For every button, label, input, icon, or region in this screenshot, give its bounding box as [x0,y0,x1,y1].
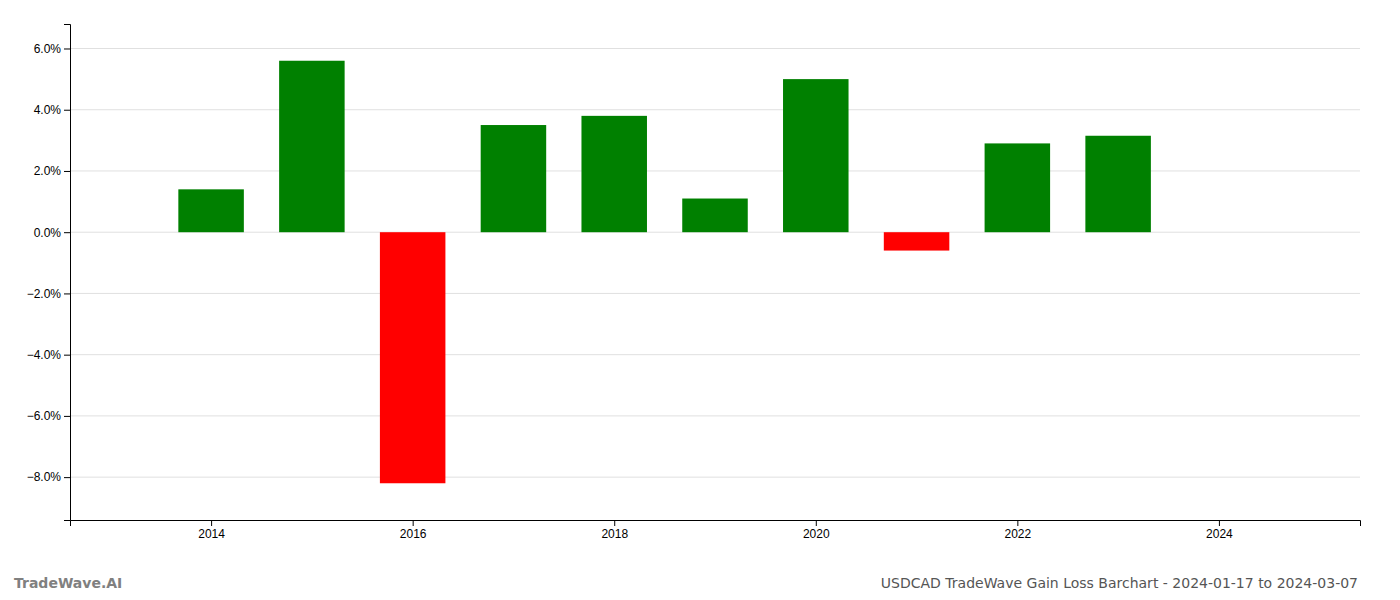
x-tick-label: 2024 [1206,527,1233,541]
y-tick-mark [64,232,70,233]
x-tick-label: 2018 [601,527,628,541]
y-axis: 6.0% 4.0% 2.0% 0.0% −2.0% −4.0% −6.0% −8.0% [27,25,71,521]
y-tick-mark [64,477,70,478]
y-tick-label: −4.0% [27,348,62,362]
y-tick-label: 2.0% [34,164,62,178]
grid-line [70,293,1360,294]
x-axis: 2014 2016 2018 2020 2022 2024 [71,520,1361,541]
y-tick-mark [64,110,70,111]
bar [985,143,1051,232]
grid-line [70,354,1360,355]
bar [1085,136,1151,232]
y-tick-mark [64,48,70,49]
y-tick: −2.0% [27,287,70,301]
x-tick-label: 2016 [400,527,427,541]
bar [481,125,547,232]
y-tick: 6.0% [34,42,70,56]
x-tick-mark [211,520,212,526]
grid-line [70,170,1360,171]
y-axis-line [64,25,71,521]
y-tick: 0.0% [34,226,70,240]
chart: 6.0% 4.0% 2.0% 0.0% −2.0% −4.0% −6.0% −8.0% 2014… [0,0,1400,600]
y-tick-label: −2.0% [27,287,62,301]
grid-line [70,48,1360,49]
y-tick: 4.0% [34,103,70,117]
grid-line [70,415,1360,416]
y-tick: −4.0% [27,348,70,362]
y-tick-mark [64,355,70,356]
x-tick-label: 2022 [1004,527,1031,541]
x-axis-line [71,521,1361,527]
y-tick-mark [64,171,70,172]
y-tick-mark [64,416,70,417]
y-tick-label: 4.0% [34,103,62,117]
y-tick: 2.0% [34,164,70,178]
x-tick: 2018 [601,520,628,541]
watermark: TradeWave.AI [14,575,122,591]
x-tick: 2020 [803,520,830,541]
x-tick: 2016 [400,520,427,541]
bar [279,61,345,232]
x-tick-mark [413,520,414,526]
grid-line [70,109,1360,110]
bar [380,232,446,483]
plot: 6.0% 4.0% 2.0% 0.0% −2.0% −4.0% −6.0% −8.0% 2014… [27,25,1361,541]
bar [581,116,647,232]
x-tick-mark [614,520,615,526]
y-tick-label: −8.0% [27,470,62,484]
bar [178,189,244,232]
x-tick-label: 2014 [198,527,225,541]
x-tick-mark [816,520,817,526]
y-tick: −8.0% [27,470,70,484]
bar [783,79,849,232]
x-tick: 2024 [1206,520,1233,541]
x-tick: 2014 [198,520,225,541]
y-tick-label: 0.0% [34,226,62,240]
y-tick-label: 6.0% [34,42,62,56]
x-tick: 2022 [1004,520,1031,541]
y-tick-mark [64,293,70,294]
x-tick-label: 2020 [803,527,830,541]
title: USDCAD TradeWave Gain Loss Barchart - 20… [881,575,1358,591]
grid [70,48,1360,477]
grid-line [70,477,1360,478]
bar [682,199,748,233]
x-tick-mark [1219,520,1220,526]
y-tick: −6.0% [27,409,70,423]
y-tick-label: −6.0% [27,409,62,423]
x-tick-mark [1017,520,1018,526]
bar [884,232,950,250]
bars [178,61,1151,484]
